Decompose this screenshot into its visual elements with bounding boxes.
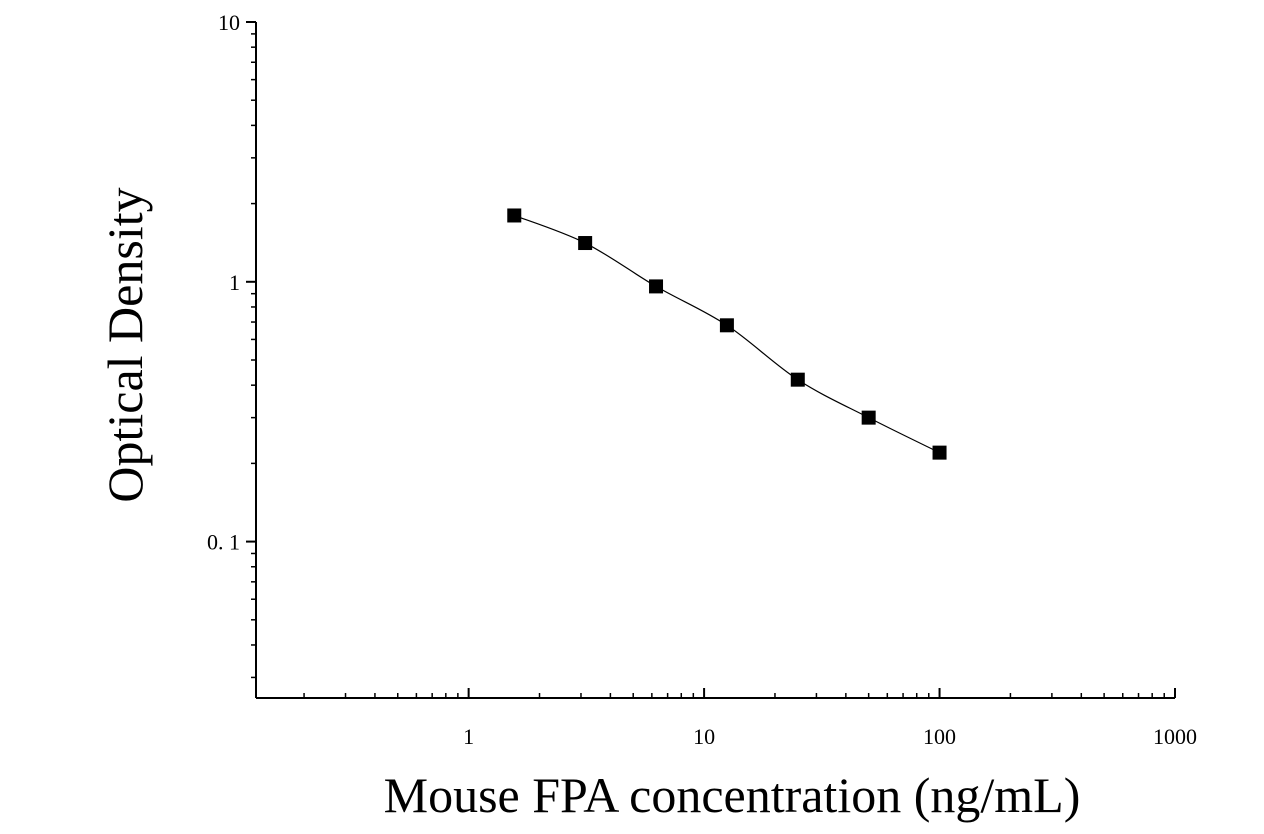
y-ticks: 0. 1 1 10 [207, 10, 256, 679]
data-point [790, 372, 805, 387]
x-tick-label: 100 [923, 724, 956, 749]
data-point [932, 445, 947, 460]
data-point [649, 279, 664, 294]
axes: 0. 1 1 10 1 10 100 1000 [207, 10, 1197, 749]
fit-curve [514, 214, 940, 454]
data-point [861, 410, 876, 425]
plot-area [507, 208, 947, 460]
data-point [578, 236, 593, 251]
y-axis-title: Optical Density [97, 187, 153, 502]
x-tick-label: 10 [693, 724, 715, 749]
y-tick-label: 0. 1 [207, 530, 240, 555]
x-tick-label: 1000 [1153, 724, 1197, 749]
data-point [719, 318, 734, 333]
x-tick-label: 1 [463, 724, 474, 749]
x-axis-title: Mouse FPA concentration (ng/mL) [384, 767, 1081, 823]
y-tick-label: 10 [218, 10, 240, 35]
y-tick-label: 1 [229, 270, 240, 295]
data-point [507, 208, 522, 223]
x-ticks: 1 10 100 1000 [303, 688, 1197, 749]
